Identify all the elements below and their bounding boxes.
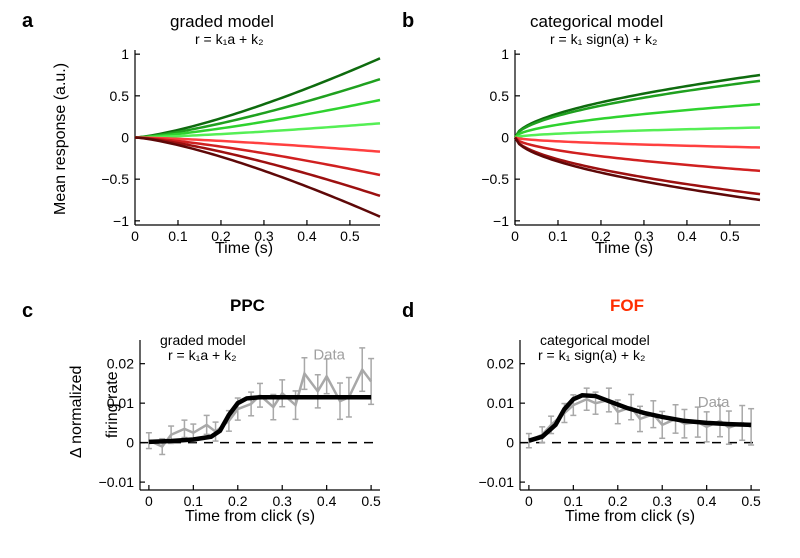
panel-c-ylabel-l2: firing rate [104, 371, 121, 451]
panel-b-xlabel: Time (s) [595, 240, 653, 258]
panel-d-xlabel: Time from click (s) [565, 508, 695, 526]
svg-text:0.1: 0.1 [548, 228, 568, 244]
svg-text:0.5: 0.5 [340, 228, 360, 244]
panel-letter-b: b [402, 10, 414, 33]
panel-b-svg: 00.10.20.30.40.5−1−0.500.51 [420, 10, 770, 260]
panel-a: a graded model r = k₁a + k₂ Mean respons… [40, 10, 390, 260]
svg-text:0.1: 0.1 [168, 228, 188, 244]
svg-text:−1: −1 [113, 213, 129, 229]
svg-text:0.4: 0.4 [677, 228, 697, 244]
panel-letter-a: a [22, 10, 33, 33]
panel-letter-d: d [402, 300, 414, 323]
panel-c-ylabel: Δ normalized firing rate [50, 366, 140, 475]
panel-c-ylabel-l1: Δ normalized [68, 366, 85, 459]
panel-letter-c: c [22, 300, 33, 323]
svg-text:0: 0 [121, 130, 129, 146]
panel-c-equation: r = k₁a + k₂ [168, 347, 237, 363]
panel-d-subtitle: categorical model [540, 332, 650, 348]
svg-text:Data: Data [698, 394, 730, 411]
svg-text:1: 1 [501, 46, 509, 62]
panel-a-equation: r = k₁a + k₂ [195, 31, 264, 47]
svg-text:0.1: 0.1 [564, 493, 584, 509]
svg-text:−0.5: −0.5 [481, 171, 509, 187]
svg-text:0: 0 [145, 493, 153, 509]
svg-text:0: 0 [131, 228, 139, 244]
panel-a-svg: 00.10.20.30.40.5−1−0.500.51 [40, 10, 390, 260]
panel-b-title: categorical model [530, 12, 663, 32]
panel-a-title: graded model [170, 12, 274, 32]
svg-text:0.4: 0.4 [697, 493, 717, 509]
svg-text:0.3: 0.3 [652, 493, 672, 509]
svg-text:Data: Data [313, 347, 345, 364]
svg-text:0.4: 0.4 [297, 228, 317, 244]
panel-d-equation: r = k₁ sign(a) + k₂ [538, 347, 645, 363]
svg-text:0: 0 [501, 130, 509, 146]
svg-text:−0.01: −0.01 [479, 474, 515, 490]
panel-b: b categorical model r = k₁ sign(a) + k₂ … [420, 10, 770, 260]
svg-text:0.3: 0.3 [272, 493, 292, 509]
svg-text:0.4: 0.4 [317, 493, 337, 509]
panel-b-equation: r = k₁ sign(a) + k₂ [550, 31, 657, 47]
svg-text:−1: −1 [493, 213, 509, 229]
panel-d: d FOF categorical model r = k₁ sign(a) +… [420, 300, 770, 550]
panel-c-title: PPC [230, 296, 265, 316]
svg-text:−0.5: −0.5 [101, 171, 129, 187]
figure-root: { "layout": { "panel_a": {"x": 40, "y": … [0, 0, 800, 558]
svg-text:0.5: 0.5 [741, 493, 761, 509]
svg-text:1: 1 [121, 46, 129, 62]
svg-text:0.2: 0.2 [228, 493, 248, 509]
svg-text:0: 0 [506, 435, 514, 451]
svg-text:0.02: 0.02 [487, 356, 514, 372]
svg-text:0.5: 0.5 [720, 228, 740, 244]
svg-text:−0.01: −0.01 [99, 474, 135, 490]
panel-a-xlabel: Time (s) [215, 240, 273, 258]
panel-c-subtitle: graded model [160, 332, 246, 348]
panel-d-title: FOF [610, 296, 644, 316]
svg-text:0.1: 0.1 [184, 493, 204, 509]
svg-text:0: 0 [525, 493, 533, 509]
panel-a-ylabel: Mean response (a.u.) [52, 63, 70, 215]
panel-c-xlabel: Time from click (s) [185, 508, 315, 526]
svg-text:0.5: 0.5 [361, 493, 381, 509]
svg-text:0.5: 0.5 [490, 88, 510, 104]
svg-text:0.2: 0.2 [608, 493, 628, 509]
panel-c: c PPC graded model r = k₁a + k₂ Time fro… [40, 300, 390, 550]
svg-text:0.5: 0.5 [110, 88, 130, 104]
svg-text:0.01: 0.01 [487, 395, 514, 411]
svg-text:0: 0 [511, 228, 519, 244]
